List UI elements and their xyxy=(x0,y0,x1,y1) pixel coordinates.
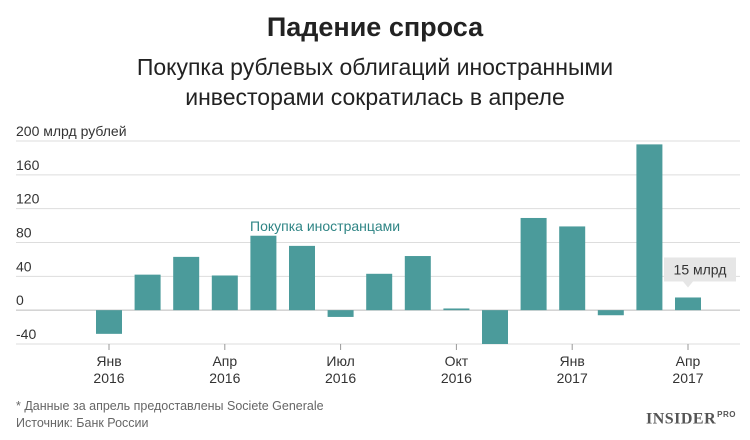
bar xyxy=(173,256,200,311)
footnote-source: Источник: Банк России xyxy=(16,416,149,430)
y-axis-ticks: -40 0 40 80 120 160 200 млрд рублей xyxy=(16,123,127,342)
subtitle-line-1: Покупка рублевых облигаций иностранными xyxy=(136,54,614,80)
x-tick-year: 2017 xyxy=(672,370,703,386)
y-tick-label: 120 xyxy=(16,191,40,207)
bar xyxy=(559,226,586,311)
gridlines xyxy=(16,140,740,345)
x-tick-year: 2016 xyxy=(441,370,472,386)
x-tick-month: Янв xyxy=(560,353,585,369)
x-tick-year: 2016 xyxy=(209,370,240,386)
bar xyxy=(366,273,393,311)
x-tick-month: Июл xyxy=(326,353,354,369)
chart-subtitle: Покупка рублевых облигаций иностранными … xyxy=(0,52,750,112)
bar xyxy=(250,235,277,311)
bars xyxy=(96,144,701,344)
bar xyxy=(636,144,663,311)
y-tick-label: 200 млрд рублей xyxy=(16,123,127,139)
bar xyxy=(134,274,161,311)
bar xyxy=(327,310,354,317)
x-tick-month: Апр xyxy=(212,353,237,369)
x-tick-month: Окт xyxy=(445,353,469,369)
x-tick-month: Янв xyxy=(96,353,121,369)
bar xyxy=(211,275,238,311)
y-tick-label: 80 xyxy=(16,225,32,241)
bar xyxy=(675,297,701,311)
x-tick-month: Апр xyxy=(676,353,701,369)
y-tick-label: -40 xyxy=(16,326,36,342)
x-axis-ticks: Янв2016Апр2016Июл2016Окт2016Янв2017Апр20… xyxy=(93,344,704,386)
footnote: * Данные за апрель предоставлены Societe… xyxy=(16,398,324,432)
x-tick-year: 2016 xyxy=(93,370,124,386)
annotation-label: 15 млрд xyxy=(674,261,727,277)
bar xyxy=(289,245,315,311)
subtitle-line-2: инвесторами сократилась в апреле xyxy=(185,84,565,110)
annotation-pointer xyxy=(683,281,693,288)
y-tick-label: 160 xyxy=(16,157,40,173)
y-tick-label: 40 xyxy=(16,258,32,274)
bar xyxy=(520,217,547,311)
series-label: Покупка иностранцами xyxy=(250,218,400,234)
chart-title: Падение спроса xyxy=(266,12,484,42)
y-tick-label: 0 xyxy=(16,292,24,308)
annotation-box xyxy=(664,257,736,282)
bar xyxy=(482,310,508,344)
x-tick-year: 2016 xyxy=(325,370,356,386)
bar xyxy=(597,310,624,316)
insider-pro-logo: INSIDERPRO xyxy=(645,410,736,428)
footnote-note: * Данные за апрель предоставлены Societe… xyxy=(16,399,324,413)
annotations: Покупка иностранцами 15 млрд xyxy=(250,218,736,288)
bar xyxy=(404,256,431,311)
bar xyxy=(443,308,470,311)
bar xyxy=(96,310,122,334)
x-tick-year: 2017 xyxy=(557,370,588,386)
